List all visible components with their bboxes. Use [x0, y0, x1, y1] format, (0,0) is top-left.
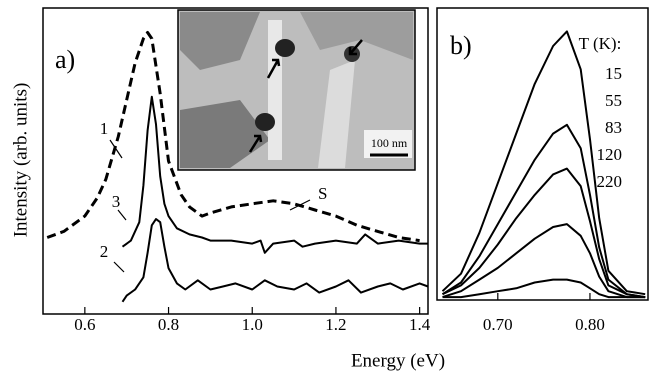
y-axis-label: Intensity (arb. units) — [10, 83, 31, 238]
legend-label: 120 — [597, 145, 623, 164]
x-tick-label: 1.4 — [409, 315, 431, 334]
x-tick-label: 1.2 — [325, 315, 346, 334]
series-leader — [110, 140, 122, 158]
x-tick-label: 1.0 — [242, 315, 263, 334]
series-leader — [114, 262, 124, 272]
inset-particle — [255, 113, 275, 131]
legend-label: 15 — [605, 64, 622, 83]
inset-particle — [275, 39, 295, 57]
x-axis-label: Energy (eV) — [351, 350, 445, 371]
series-label: 1 — [100, 119, 109, 138]
legend-title: T (K): — [579, 34, 622, 53]
x-tick-label: 0.6 — [74, 315, 95, 334]
annotation: S — [318, 184, 327, 203]
panel-label: a) — [55, 45, 75, 74]
legend-label: 220 — [597, 172, 623, 191]
x-tick-label: 0.8 — [158, 315, 179, 334]
series-label: 2 — [100, 242, 109, 261]
legend-label: 55 — [605, 91, 622, 110]
series-leader — [118, 210, 126, 220]
figure: 100 nm Intensity (arb. units) Energy (eV… — [0, 0, 652, 376]
series-label: 3 — [112, 192, 121, 211]
panel-label: b) — [450, 31, 472, 60]
x-tick-label: 0.80 — [575, 315, 605, 334]
x-tick-label: 0.70 — [483, 315, 513, 334]
legend-label: 83 — [605, 118, 622, 137]
inset-image: 100 nm — [178, 10, 415, 170]
series-line — [443, 224, 646, 297]
scale-label: 100 nm — [371, 136, 408, 150]
